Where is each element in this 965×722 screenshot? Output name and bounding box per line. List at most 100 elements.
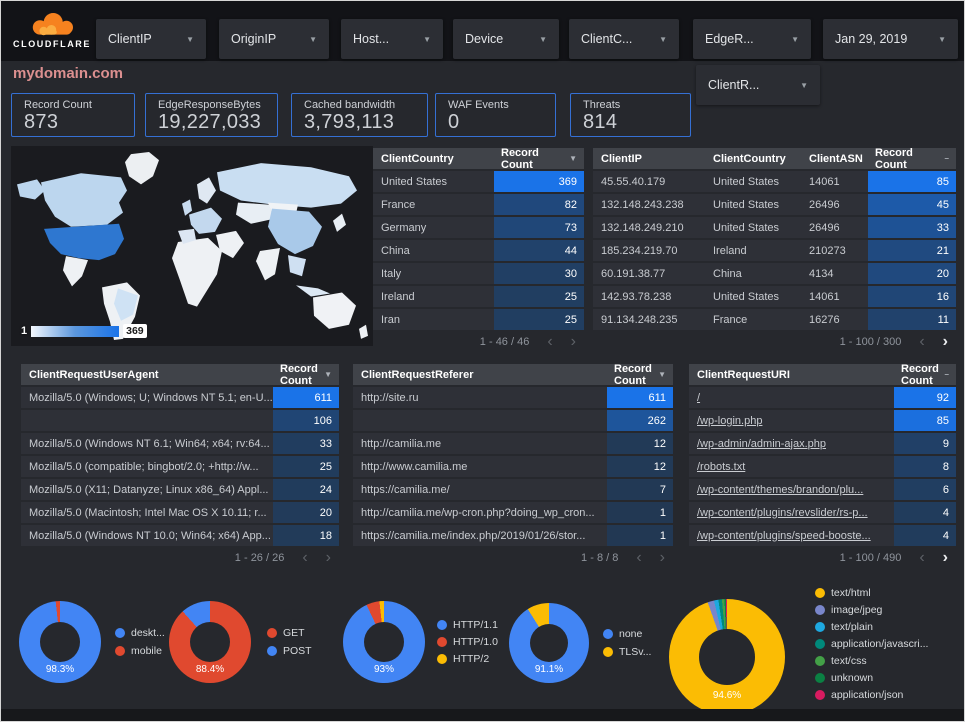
world-map: 1 369 bbox=[11, 146, 373, 346]
column-header-record-count[interactable]: Record Count ▼ bbox=[607, 363, 673, 387]
scorecard-value: 873 bbox=[24, 111, 59, 133]
table-cell: Ireland bbox=[705, 240, 801, 261]
table-row: Italy 30 bbox=[373, 261, 584, 284]
scorecard-record-count: Record Count 873 bbox=[11, 93, 135, 137]
column-header: ClientIP bbox=[601, 152, 642, 165]
sort-icon: – bbox=[944, 370, 949, 379]
table-row: https://camilia.me/index.php/2019/01/26/… bbox=[353, 523, 673, 546]
prev-page-button[interactable]: ‹ bbox=[919, 333, 925, 350]
column-header-record-count[interactable]: Record Count ▼ bbox=[273, 363, 339, 387]
record-count-cell: 30 bbox=[494, 263, 584, 284]
legend-item: image/jpeg bbox=[815, 604, 928, 616]
pie-chart: 93% bbox=[343, 601, 425, 683]
pie-legend: GET POST bbox=[267, 627, 312, 657]
uri-link-cell[interactable]: /wp-admin/admin-ajax.php bbox=[689, 433, 894, 454]
uri-link-cell[interactable]: /wp-content/plugins/revslider/rs-p... bbox=[689, 502, 894, 523]
record-count-cell: 12 bbox=[607, 433, 673, 454]
uri-link[interactable]: /wp-content/themes/brandon/plu... bbox=[697, 483, 864, 496]
cell-text: United States bbox=[381, 175, 448, 188]
column-header-record-count[interactable]: Record Count – bbox=[894, 363, 956, 387]
cell-text: 4134 bbox=[809, 267, 834, 280]
filter-clientip[interactable]: ClientIP ▼ bbox=[96, 19, 206, 59]
pie-percent-label: 94.6% bbox=[712, 689, 742, 701]
filter-label: Device bbox=[465, 32, 504, 46]
uri-link-cell[interactable]: /wp-login.php bbox=[689, 410, 894, 431]
column-header: ClientCountry bbox=[713, 152, 786, 165]
table-cell: Mozilla/5.0 (Windows; U; Windows NT 5.1;… bbox=[21, 387, 273, 408]
record-count-cell: 1 bbox=[607, 525, 673, 546]
record-count-cell: 33 bbox=[868, 217, 956, 238]
cell-text: Germany bbox=[381, 221, 427, 234]
prev-page-button[interactable]: ‹ bbox=[547, 333, 553, 350]
legend-item: text/html bbox=[815, 587, 928, 599]
scorecard-label: EdgeResponseBytes bbox=[158, 99, 261, 111]
date-range-control[interactable]: Jan 29, 2019 ▼ bbox=[823, 19, 958, 59]
filter-device[interactable]: Device ▼ bbox=[453, 19, 559, 59]
uri-link[interactable]: /robots.txt bbox=[697, 460, 746, 473]
next-page-button[interactable]: › bbox=[570, 333, 576, 350]
sort-column-label: Record Count bbox=[901, 362, 939, 387]
chevron-down-icon: ▼ bbox=[800, 80, 808, 90]
legend-item: TLSv... bbox=[603, 646, 651, 658]
filter-originip[interactable]: OriginIP ▼ bbox=[219, 19, 329, 59]
prev-page-button[interactable]: ‹ bbox=[636, 549, 642, 566]
record-count-cell: 1 bbox=[607, 502, 673, 523]
uri-link-cell[interactable]: / bbox=[689, 387, 894, 408]
legend-dot-icon bbox=[815, 690, 825, 701]
uri-link[interactable]: /wp-content/plugins/speed-booste... bbox=[697, 529, 871, 542]
legend-item: text/plain bbox=[815, 621, 928, 633]
column-header-record-count[interactable]: Record Count – bbox=[868, 147, 956, 171]
sort-column-label: Record Count bbox=[614, 362, 652, 387]
next-page-button[interactable]: › bbox=[325, 549, 331, 566]
table-row: /wp-content/themes/brandon/plu... 6 bbox=[689, 477, 956, 500]
footer-bar bbox=[1, 709, 964, 721]
chevron-down-icon: ▼ bbox=[423, 34, 431, 44]
legend-item: text/css bbox=[815, 655, 928, 667]
uri-link-cell[interactable]: /wp-content/themes/brandon/plu... bbox=[689, 479, 894, 500]
uri-link-cell[interactable]: /wp-content/plugins/speed-booste... bbox=[689, 525, 894, 546]
record-count-cell: 92 bbox=[894, 387, 956, 408]
cell-text: 16276 bbox=[809, 313, 840, 326]
cell-text: United States bbox=[713, 221, 780, 234]
legend-item: application/javascri... bbox=[815, 638, 928, 650]
filter-edger-[interactable]: EdgeR... ▼ bbox=[693, 19, 811, 59]
legend-dot-icon bbox=[437, 654, 447, 665]
cell-text: 60.191.38.77 bbox=[601, 267, 666, 280]
cell-text: 210273 bbox=[809, 244, 846, 257]
sort-icon: – bbox=[944, 154, 949, 163]
record-count-cell: 4 bbox=[894, 525, 956, 546]
table-cell: Germany bbox=[373, 217, 494, 238]
pie-chart-hole bbox=[40, 622, 80, 662]
table-cell: Italy bbox=[373, 263, 494, 284]
table-row: China 44 bbox=[373, 238, 584, 261]
table-row: 262 bbox=[353, 408, 673, 431]
legend-label: none bbox=[619, 628, 643, 641]
column-header: ClientCountry bbox=[381, 152, 454, 165]
next-page-button[interactable]: › bbox=[659, 549, 665, 566]
filter-host-[interactable]: Host... ▼ bbox=[341, 19, 443, 59]
column-header-record-count[interactable]: Record Count ▼ bbox=[494, 147, 584, 171]
record-count-cell: 4 bbox=[894, 502, 956, 523]
uri-link-cell[interactable]: /robots.txt bbox=[689, 456, 894, 477]
filter-clientc-[interactable]: ClientC... ▼ bbox=[569, 19, 679, 59]
prev-page-button[interactable]: ‹ bbox=[302, 549, 308, 566]
scorecard-threats: Threats 814 bbox=[570, 93, 691, 137]
next-page-button[interactable]: › bbox=[942, 549, 948, 566]
table-referer: ClientRequestReferer Record Count ▼ http://… bbox=[353, 363, 673, 568]
cell-text: Mozilla/5.0 (compatible; bingbot/2.0; +h… bbox=[29, 460, 259, 473]
uri-link[interactable]: /wp-login.php bbox=[697, 414, 763, 427]
uri-link[interactable]: / bbox=[697, 391, 701, 404]
legend-label: text/plain bbox=[831, 621, 874, 634]
filter-clientrequest[interactable]: ClientR... ▼ bbox=[696, 65, 820, 105]
next-page-button[interactable]: › bbox=[942, 333, 948, 350]
table-row: 91.134.248.235 France 16276 11 bbox=[593, 307, 956, 330]
column-header: ClientRequestURI bbox=[697, 368, 790, 381]
table-cell: 91.134.248.235 bbox=[593, 309, 705, 330]
table-row: 132.148.249.210 United States 26496 33 bbox=[593, 215, 956, 238]
uri-link[interactable]: /wp-content/plugins/revslider/rs-p... bbox=[697, 506, 868, 519]
table-header: ClientRequestUserAgent Record Count ▼ bbox=[21, 363, 339, 387]
uri-link[interactable]: /wp-admin/admin-ajax.php bbox=[697, 437, 827, 450]
pagination-info: 1 - 100 / 490 bbox=[839, 552, 902, 564]
date-range-value: Jan 29, 2019 bbox=[835, 32, 908, 46]
prev-page-button[interactable]: ‹ bbox=[919, 549, 925, 566]
